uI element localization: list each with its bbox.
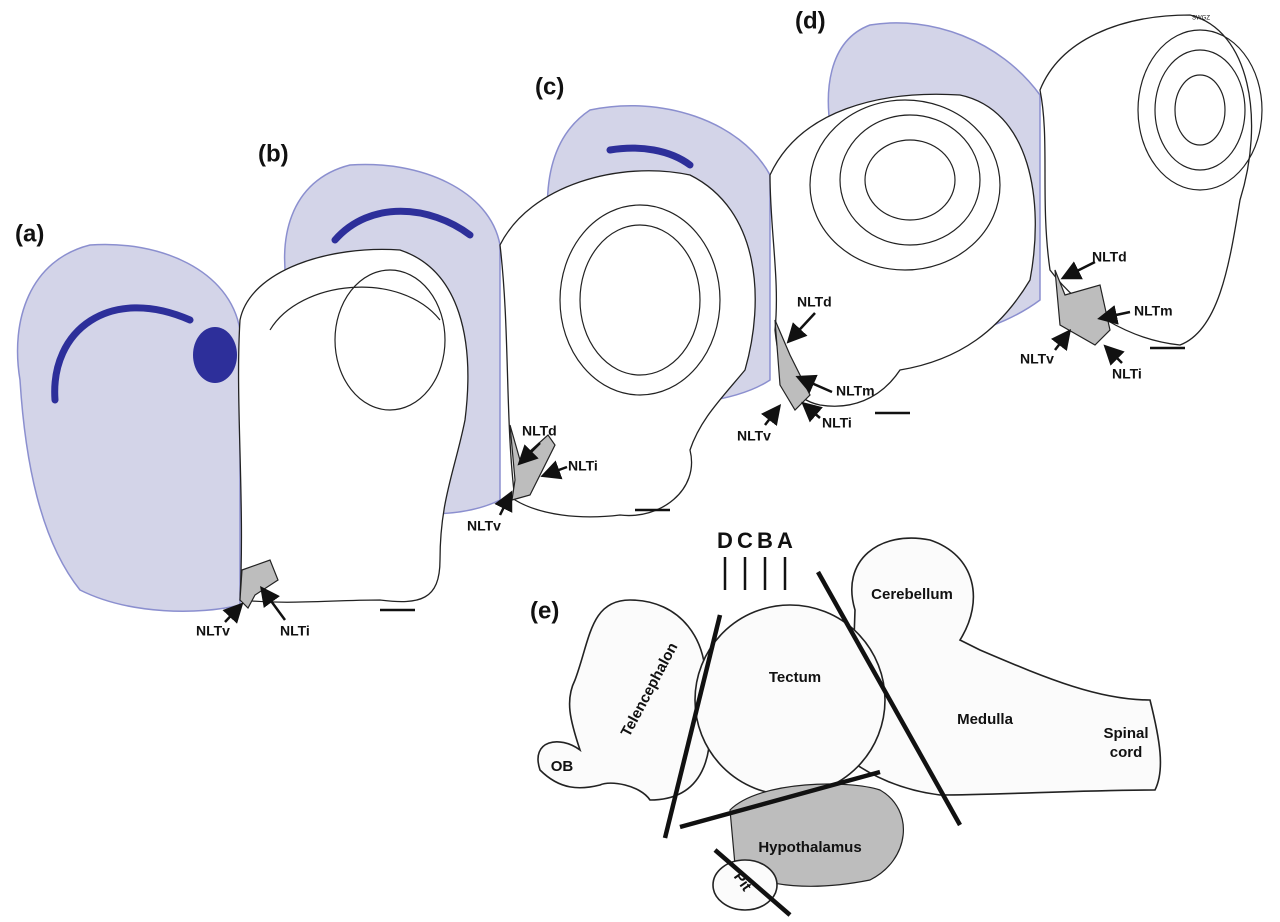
annotation: NLTi (568, 458, 598, 474)
panel-label: (b) (258, 140, 289, 167)
shape (18, 244, 240, 611)
shape (805, 405, 820, 418)
region-label: Spinal cord (1098, 724, 1154, 762)
figure: (a) (b) (c) (d) (e) NLTv NLTi NLTd NLTi … (0, 0, 1280, 922)
figure-canvas: (a) (b) (c) (d) (e) NLTv NLTi NLTd NLTi … (0, 0, 1280, 922)
region-label: Tectum (769, 669, 821, 686)
panel-label: (d) (795, 7, 826, 34)
annotation: NLTi (1112, 366, 1142, 382)
region-label: OB (551, 758, 574, 775)
level-label: A (777, 528, 793, 553)
region-label: Cerebellum (871, 586, 953, 603)
stamp: SWGZ (1192, 16, 1210, 22)
annotation: NLTv (1020, 351, 1054, 367)
region-label: Medulla (957, 711, 1013, 728)
shape (695, 605, 885, 795)
panel-label: (c) (535, 73, 564, 100)
shape (1055, 333, 1068, 350)
level-label: C (737, 528, 753, 553)
annotation: NLTd (522, 423, 557, 439)
annotation: NLTm (1134, 303, 1173, 319)
annotation: NLTm (836, 383, 875, 399)
level-label: D (717, 528, 733, 553)
annotation: NLTd (797, 294, 832, 310)
annotation: NLTv (467, 518, 501, 534)
section-a (18, 244, 468, 611)
shape (239, 249, 468, 602)
shape (1107, 348, 1122, 363)
blue-nucleus (193, 327, 237, 383)
shape (500, 495, 510, 515)
annotation: NLTv (196, 623, 230, 639)
annotation: NLTi (822, 415, 852, 431)
panel-label: (a) (15, 220, 44, 247)
shape (765, 408, 778, 425)
annotation: NLTv (737, 428, 771, 444)
annotation: NLTd (1092, 249, 1127, 265)
panel-label: (e) (530, 597, 559, 624)
annotation: NLTi (280, 623, 310, 639)
region-label: Hypothalamus (758, 839, 861, 856)
level-label: B (757, 528, 773, 553)
